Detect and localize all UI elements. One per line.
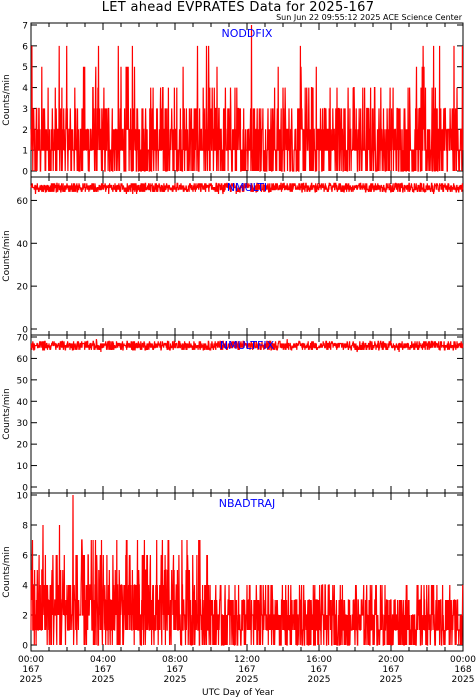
x-tick-label-time: 00:00 bbox=[18, 655, 44, 665]
x-tick-label-year: 2025 bbox=[308, 675, 331, 685]
y-tick-label: 6 bbox=[22, 552, 28, 562]
y-tick-label: 30 bbox=[17, 419, 29, 429]
y-tick-label: 20 bbox=[17, 283, 29, 293]
y-tick-label: 60 bbox=[17, 197, 29, 207]
x-axis-label: UTC Day of Year bbox=[202, 688, 274, 698]
y-tick-label: 10 bbox=[17, 492, 29, 502]
timestamp: Sun Jun 22 09:55:12 2025 ACE Science Cen… bbox=[276, 13, 462, 22]
series-line-noddfix bbox=[30, 24, 464, 172]
panel-nmulti: 0 20 40 60 Counts/min NMULTI bbox=[2, 176, 464, 336]
y-tick-label: 0 bbox=[22, 484, 28, 494]
x-tick-label-doy: 167 bbox=[238, 665, 255, 675]
panel-nmultfix: 0 10 20 30 40 50 60 70 Counts/min NMULTFIX bbox=[2, 334, 464, 494]
y-tick-label: 40 bbox=[17, 398, 29, 408]
panel-label: NODDFIX bbox=[222, 27, 273, 40]
chart-title: LET ahead EVPRATES Data for 2025-167 bbox=[101, 0, 375, 15]
y-tick-label: 0 bbox=[22, 642, 28, 652]
y-tick-label: 70 bbox=[17, 334, 29, 344]
y-tick-label: 3 bbox=[22, 105, 28, 115]
y-tick-label: 20 bbox=[17, 441, 29, 451]
panel-noddfix: 0 1 2 3 4 5 6 7 Counts/min NODDFIX bbox=[2, 22, 464, 178]
x-tick-label-year: 2025 bbox=[92, 675, 115, 685]
x-tick-label-year: 2025 bbox=[236, 675, 259, 685]
x-tick-label-year: 2025 bbox=[380, 675, 403, 685]
y-tick-label: 6 bbox=[22, 42, 28, 52]
x-tick-label-doy: 167 bbox=[94, 665, 111, 675]
y-tick-label: 10 bbox=[17, 462, 29, 472]
x-tick-label-time: 00:00 bbox=[450, 655, 476, 665]
y-tick-label: 60 bbox=[17, 355, 29, 365]
y-tick-label: 1 bbox=[22, 147, 28, 157]
x-tick-label-time: 16:00 bbox=[306, 655, 332, 665]
x-tick-label-time: 12:00 bbox=[234, 655, 260, 665]
y-axis-label: Counts/min bbox=[2, 546, 12, 597]
x-tick-label-doy: 167 bbox=[382, 665, 399, 675]
panel-frame bbox=[30, 334, 464, 494]
y-tick-label: 0 bbox=[22, 326, 28, 336]
panel-label: NMULTFIX bbox=[220, 339, 275, 352]
panel-frame bbox=[30, 176, 464, 336]
y-tick-label: 4 bbox=[22, 582, 28, 592]
x-tick-label-time: 04:00 bbox=[90, 655, 116, 665]
x-tick-label-year: 2025 bbox=[164, 675, 187, 685]
x-tick-label-year: 2025 bbox=[452, 675, 475, 685]
y-tick-label: 0 bbox=[22, 168, 28, 178]
y-tick-label: 8 bbox=[22, 522, 28, 532]
x-tick-label-year: 2025 bbox=[20, 675, 43, 685]
panel-label: NMULTI bbox=[227, 181, 267, 194]
y-axis-label: Counts/min bbox=[2, 230, 12, 281]
x-tick-label-doy: 167 bbox=[22, 665, 39, 675]
y-tick-label: 40 bbox=[17, 240, 29, 250]
x-tick-label-doy: 167 bbox=[166, 665, 183, 675]
x-tick-label-time: 20:00 bbox=[378, 655, 404, 665]
panel-label: NBADTRAJ bbox=[219, 497, 275, 510]
series-line-nmultfix bbox=[30, 339, 464, 353]
y-axis-label: Counts/min bbox=[2, 74, 12, 125]
y-tick-label: 50 bbox=[17, 376, 29, 386]
series-line-nmulti bbox=[30, 182, 464, 195]
y-tick-label: 2 bbox=[22, 612, 28, 622]
y-axis-label: Counts/min bbox=[2, 388, 12, 439]
panel-nbadtraj: 0 2 4 6 8 10 Counts/min NBADTRAJ bbox=[2, 492, 464, 652]
y-tick-label: 2 bbox=[22, 126, 28, 136]
series-line-nbadtraj bbox=[30, 494, 464, 646]
x-tick-label-doy: 168 bbox=[454, 665, 471, 675]
x-tick-label-time: 08:00 bbox=[162, 655, 188, 665]
y-tick-label: 5 bbox=[22, 63, 28, 73]
y-tick-label: 7 bbox=[22, 22, 28, 32]
x-tick-label-doy: 167 bbox=[310, 665, 327, 675]
y-tick-label: 4 bbox=[22, 84, 28, 94]
